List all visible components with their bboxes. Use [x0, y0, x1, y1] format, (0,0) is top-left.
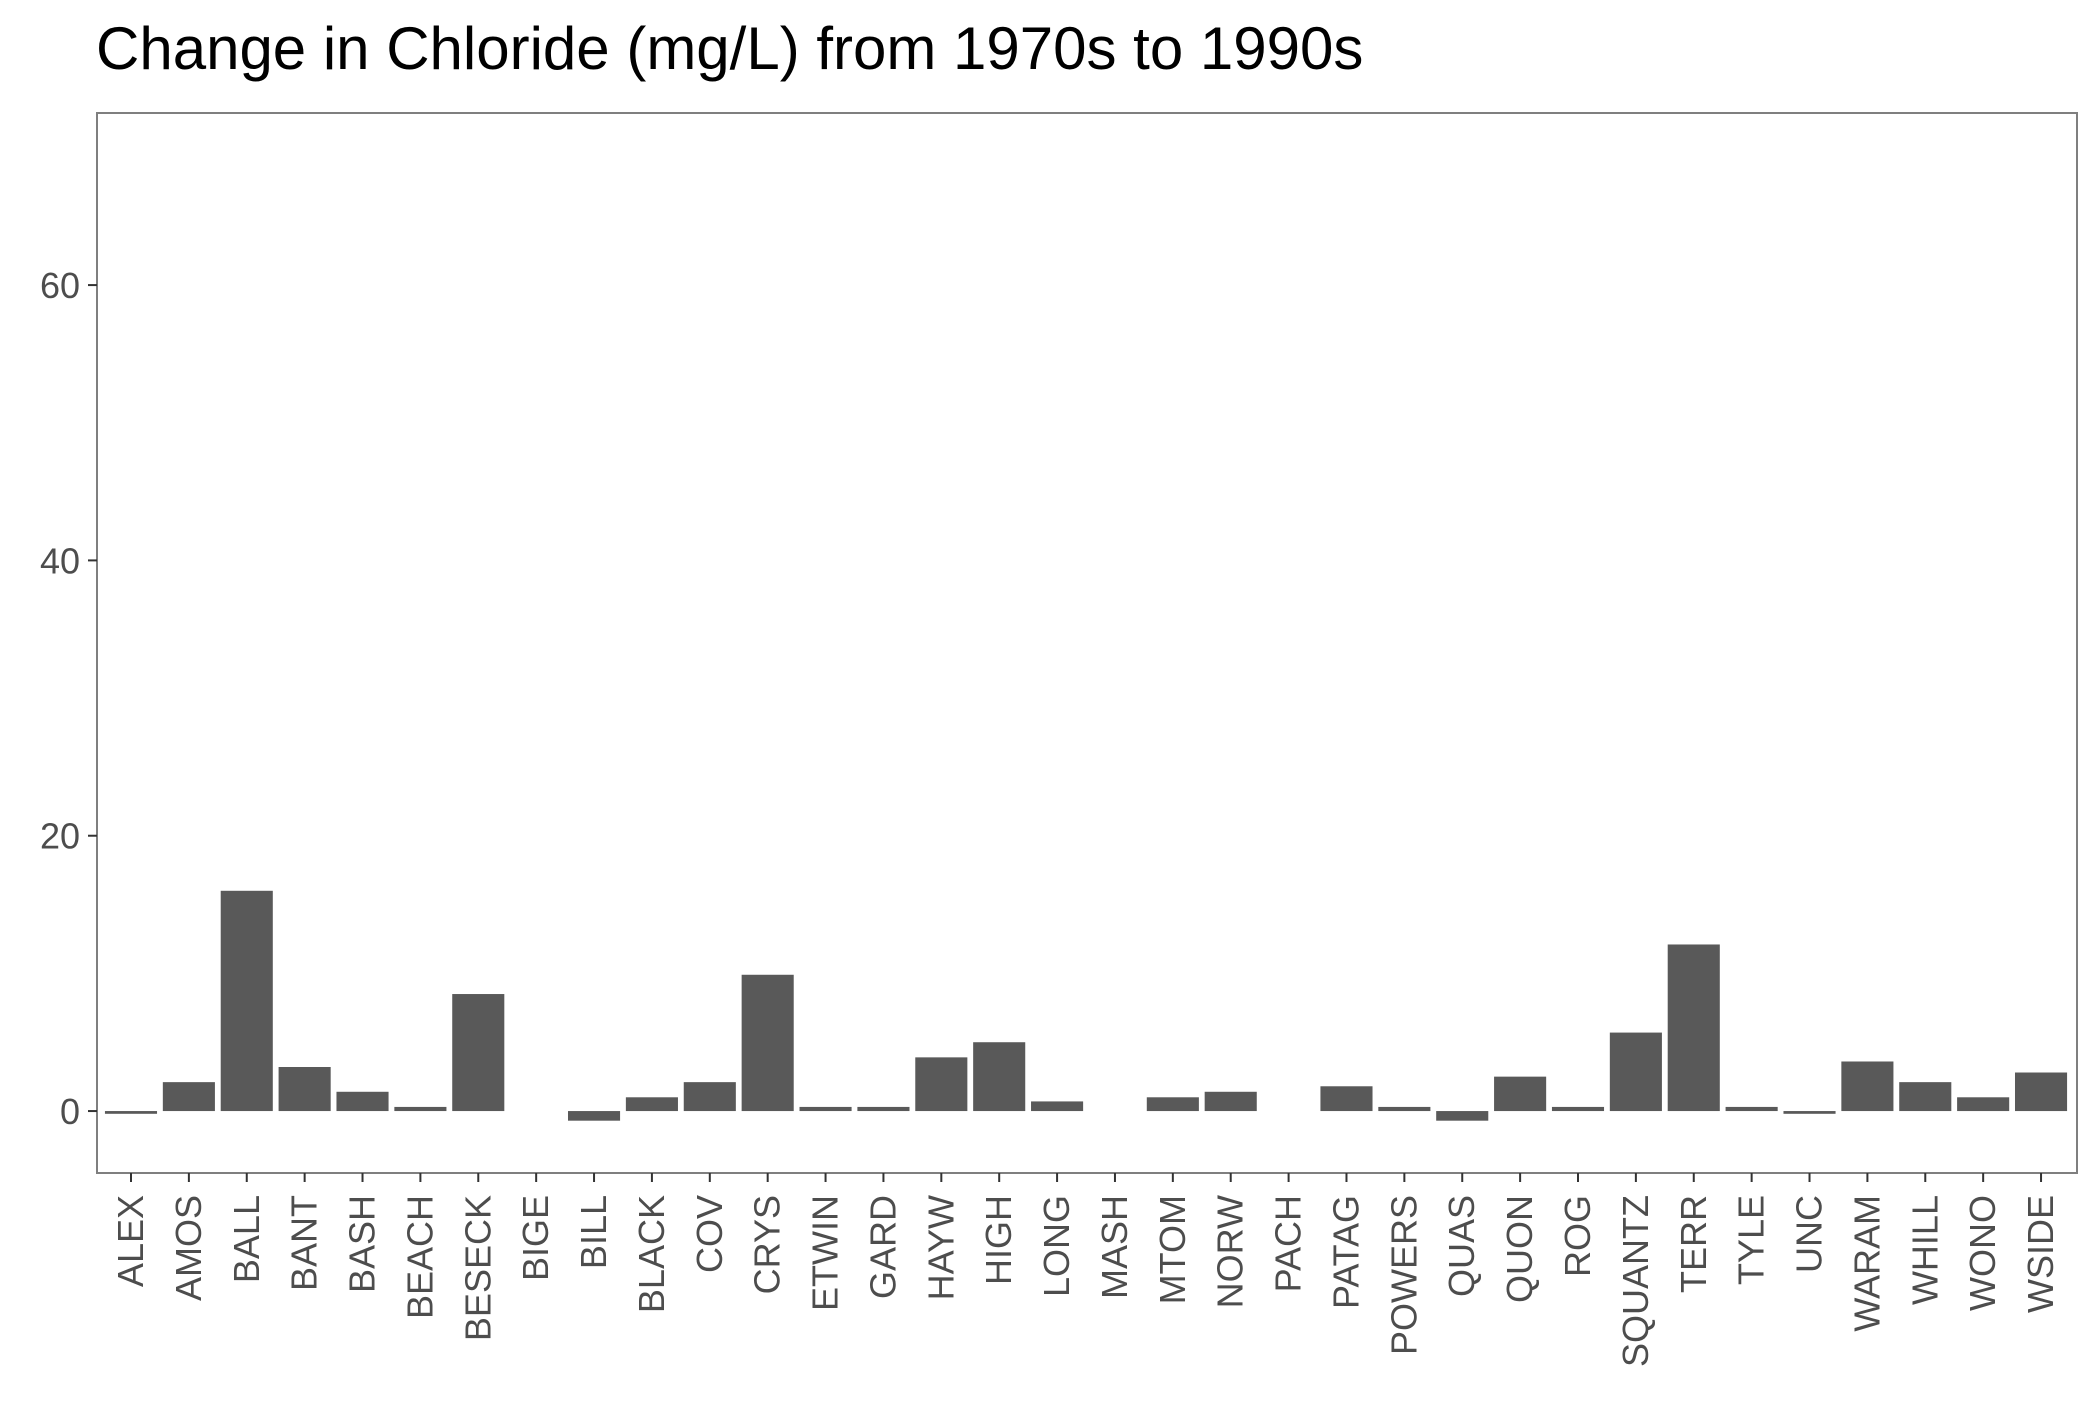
x-tick-label-patag: PATAG — [1325, 1195, 1366, 1309]
x-tick-label-rog: ROG — [1557, 1195, 1598, 1277]
bar-alex — [104, 1111, 158, 1114]
bar-quas — [1436, 1111, 1489, 1121]
x-tick-label-unc: UNC — [1789, 1195, 1830, 1273]
bar-crys — [741, 974, 794, 1112]
x-tick-label-bill: BILL — [573, 1195, 614, 1269]
panel-border — [96, 112, 2078, 1174]
x-axis: ALEX AMOS BALL BANT BASH BEACH BESECK BIGE BILL B… — [110, 1173, 2061, 1367]
x-tick-label-wside: WSIDE — [2020, 1195, 2061, 1313]
x-tick-label-squantz: SQUANTZ — [1615, 1195, 1656, 1367]
bar-patag — [1320, 1086, 1373, 1112]
bar-high — [973, 1042, 1026, 1112]
x-tick-label-quon: QUON — [1499, 1195, 1540, 1303]
x-tick-label-terr: TERR — [1673, 1195, 1714, 1293]
bar-bash — [336, 1091, 389, 1112]
x-tick-label-crys: CRYS — [747, 1195, 788, 1294]
bar-mtom — [1146, 1097, 1199, 1112]
bar-unc — [1783, 1111, 1836, 1114]
y-axis: 0 20 40 60 — [40, 265, 97, 1132]
x-tick-label-ball: BALL — [226, 1195, 267, 1283]
y-tick-label: 60 — [40, 265, 80, 306]
x-tick-label-mtom: MTOM — [1152, 1195, 1193, 1304]
x-tick-label-gard: GARD — [862, 1195, 903, 1299]
x-tick-label-amos: AMOS — [168, 1195, 209, 1301]
bar-gard — [857, 1106, 910, 1112]
x-tick-label-black: BLACK — [631, 1195, 672, 1313]
x-tick-label-quas: QUAS — [1441, 1195, 1482, 1297]
bars-group — [104, 890, 2068, 1121]
y-tick-label: 0 — [60, 1091, 80, 1132]
bar-wono — [1957, 1097, 2010, 1112]
bar-ball — [220, 890, 273, 1112]
bar-quon — [1494, 1076, 1547, 1112]
bar-cov — [683, 1082, 736, 1112]
x-tick-label-hayw: HAYW — [920, 1195, 961, 1300]
x-tick-label-bant: BANT — [284, 1195, 325, 1291]
x-tick-label-bash: BASH — [342, 1195, 383, 1293]
bar-bant — [278, 1067, 331, 1112]
bar-etwin — [799, 1106, 852, 1112]
bar-rog — [1551, 1106, 1605, 1112]
bar-terr — [1667, 944, 1720, 1112]
bar-bill — [567, 1111, 621, 1121]
x-tick-label-cov: COV — [689, 1195, 730, 1273]
bar-tyle — [1725, 1106, 1778, 1112]
x-tick-label-high: HIGH — [978, 1195, 1019, 1285]
bar-black — [625, 1097, 678, 1112]
x-tick-label-mash: MASH — [1094, 1195, 1135, 1299]
x-tick-label-beach: BEACH — [399, 1195, 440, 1319]
x-tick-label-alex: ALEX — [110, 1195, 151, 1287]
bar-wside — [2014, 1072, 2068, 1112]
bar-squantz — [1609, 1032, 1662, 1112]
y-tick-label: 40 — [40, 540, 80, 581]
bar-beseck — [452, 994, 505, 1112]
bar-waram — [1841, 1061, 1894, 1112]
y-tick-label: 20 — [40, 816, 80, 857]
x-tick-label-beseck: BESECK — [457, 1195, 498, 1341]
x-tick-label-wono: WONO — [1962, 1195, 2003, 1311]
x-tick-label-tyle: TYLE — [1731, 1195, 1772, 1285]
x-tick-label-waram: WARAM — [1846, 1195, 1887, 1332]
x-tick-label-long: LONG — [1036, 1195, 1077, 1297]
x-tick-label-bige: BIGE — [515, 1195, 556, 1281]
bar-whill — [1899, 1082, 1952, 1112]
x-tick-label-norw: NORW — [1210, 1195, 1251, 1308]
bar-powers — [1378, 1106, 1431, 1112]
chart-title: Change in Chloride (mg/L) from 1970s to … — [96, 15, 1364, 82]
panel-background — [97, 113, 2077, 1173]
bar-hayw — [915, 1057, 968, 1112]
bar-norw — [1204, 1091, 1257, 1112]
bar-amos — [162, 1082, 215, 1112]
x-tick-label-whill: WHILL — [1904, 1195, 1945, 1305]
bar-beach — [394, 1106, 447, 1112]
x-tick-label-etwin: ETWIN — [805, 1195, 846, 1311]
x-tick-label-pach: PACH — [1268, 1195, 1309, 1292]
x-tick-label-powers: POWERS — [1383, 1195, 1424, 1355]
bar-long — [1031, 1101, 1084, 1112]
